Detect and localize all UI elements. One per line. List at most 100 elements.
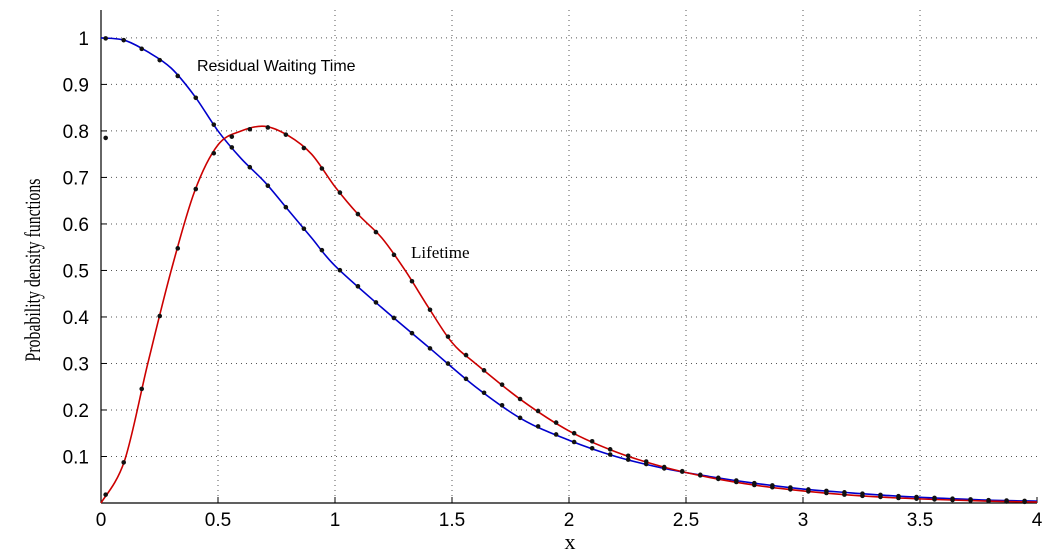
data-point-residual-waiting-time	[337, 267, 343, 273]
data-point-lifetime	[535, 408, 541, 414]
data-point-lifetime	[211, 150, 217, 156]
y-tick-label: 0.9	[63, 75, 89, 96]
x-tick-label: 0	[96, 510, 107, 531]
data-point-lifetime	[806, 489, 811, 494]
y-tick-label: 0.5	[63, 261, 89, 282]
data-point-residual-waiting-time	[373, 300, 379, 305]
tick-labels-layer: 0 0.5 1 1.5 2 2.5 3 3.5 4 0.1 0.2 0.3 0.4 0.5 0.6 0.7 0.…	[63, 29, 1043, 531]
data-point-lifetime	[445, 334, 451, 339]
y-tick-label: 1	[78, 29, 89, 50]
data-point-residual-waiting-time	[229, 145, 235, 150]
annotation-lifetime: Lifetime	[411, 243, 470, 262]
data-point-lifetime	[896, 495, 901, 501]
data-point-lifetime	[175, 246, 181, 251]
data-point-lifetime	[625, 453, 631, 459]
data-point-lifetime	[355, 211, 361, 217]
stray-data-point	[103, 135, 108, 141]
data-point-lifetime	[932, 497, 937, 502]
data-point-lifetime	[481, 368, 487, 373]
data-point-lifetime	[607, 447, 613, 452]
data-point-residual-waiting-time	[625, 457, 631, 462]
annotation-residual-waiting-time: Residual Waiting Time	[197, 58, 356, 75]
y-tick-label: 0.1	[63, 447, 89, 468]
data-point-lifetime	[589, 438, 595, 444]
data-point-residual-waiting-time	[553, 432, 559, 437]
data-point-lifetime	[337, 190, 343, 195]
data-point-lifetime	[427, 307, 433, 313]
data-point-lifetime	[842, 492, 847, 497]
data-point-lifetime	[788, 487, 793, 492]
data-point-lifetime	[103, 492, 108, 497]
y-tick-label: 0.8	[63, 122, 89, 143]
series-line-lifetime	[100, 125, 1038, 504]
data-point-residual-waiting-time	[211, 122, 217, 127]
data-point-lifetime	[1004, 499, 1009, 504]
data-point-lifetime	[571, 430, 577, 436]
y-axis-title: Probability density functions	[22, 179, 46, 362]
data-point-lifetime	[499, 382, 505, 387]
data-point-lifetime	[715, 476, 721, 482]
data-point-residual-waiting-time	[391, 315, 397, 321]
data-point-residual-waiting-time	[445, 361, 451, 366]
data-point-residual-waiting-time	[517, 415, 523, 421]
data-point-lifetime	[463, 352, 469, 358]
data-point-lifetime	[950, 497, 955, 503]
data-point-lifetime	[301, 145, 307, 151]
data-point-lifetime	[986, 498, 991, 504]
data-point-residual-waiting-time	[103, 36, 108, 41]
data-point-lifetime	[229, 134, 235, 139]
data-point-residual-waiting-time	[481, 390, 487, 396]
x-tick-label: 1	[330, 510, 341, 531]
data-point-residual-waiting-time	[283, 204, 289, 210]
data-point-lifetime	[679, 468, 685, 474]
data-point-residual-waiting-time	[427, 346, 433, 351]
data-point-residual-waiting-time	[265, 183, 271, 189]
data-point-residual-waiting-time	[355, 284, 361, 289]
x-tick-label: 2.5	[673, 510, 699, 531]
x-tick-label: 3.5	[907, 510, 933, 531]
grid-layer	[101, 10, 1037, 503]
data-point-residual-waiting-time	[463, 376, 469, 382]
y-tick-label: 0.4	[63, 308, 90, 329]
data-point-lifetime	[391, 252, 397, 258]
data-point-lifetime	[661, 464, 667, 470]
data-point-residual-waiting-time	[499, 402, 505, 408]
data-point-lifetime	[752, 482, 757, 488]
data-point-residual-waiting-time	[589, 445, 595, 451]
data-point-lifetime	[1022, 499, 1027, 505]
data-point-lifetime	[373, 229, 379, 235]
data-point-residual-waiting-time	[319, 247, 325, 253]
data-point-residual-waiting-time	[535, 424, 541, 429]
data-point-lifetime	[517, 396, 523, 402]
data-point-lifetime	[643, 459, 649, 464]
data-point-residual-waiting-time	[139, 46, 145, 52]
data-point-residual-waiting-time	[193, 95, 199, 101]
x-tick-label: 1.5	[439, 510, 465, 531]
x-tick-label: 0.5	[205, 510, 231, 531]
data-point-residual-waiting-time	[157, 57, 163, 63]
data-point-lifetime	[265, 125, 271, 130]
data-point-lifetime	[283, 132, 289, 137]
data-point-lifetime	[734, 479, 739, 485]
y-tick-label: 0.6	[63, 215, 89, 236]
data-point-residual-waiting-time	[571, 439, 577, 445]
data-point-lifetime	[968, 498, 973, 503]
data-point-residual-waiting-time	[301, 226, 307, 231]
data-point-residual-waiting-time	[121, 37, 126, 43]
data-point-residual-waiting-time	[247, 164, 253, 170]
x-tick-label: 3	[798, 510, 809, 531]
data-point-lifetime	[247, 126, 253, 132]
y-tick-label: 0.2	[63, 401, 89, 422]
data-point-lifetime	[553, 420, 559, 425]
data-point-lifetime	[914, 496, 919, 501]
y-tick-label: 0.7	[63, 168, 89, 189]
data-point-residual-waiting-time	[175, 73, 181, 79]
data-point-lifetime	[860, 493, 865, 499]
x-tick-label: 4	[1032, 510, 1043, 531]
y-tick-label: 0.3	[63, 354, 89, 375]
data-point-lifetime	[878, 494, 883, 500]
data-point-lifetime	[697, 473, 703, 478]
data-point-lifetime	[193, 186, 199, 192]
data-point-lifetime	[770, 484, 775, 490]
